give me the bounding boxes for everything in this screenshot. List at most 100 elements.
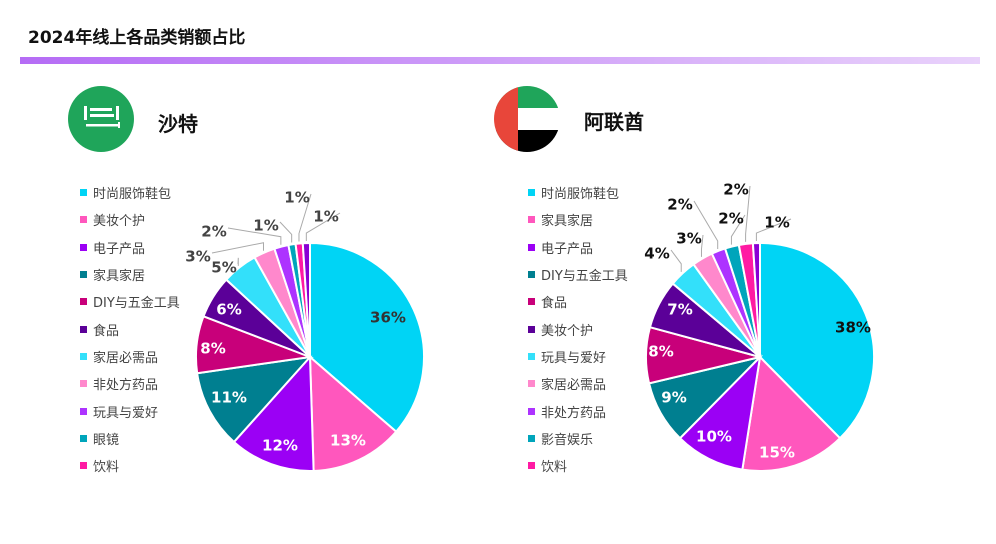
leader-line: [670, 249, 682, 272]
data-label: 13%: [330, 432, 366, 450]
leader-line: [298, 193, 312, 242]
legend-label: 家具家居: [93, 269, 146, 285]
pie-slice: [759, 241, 875, 440]
legend-item: 美妆个护: [528, 315, 628, 342]
legend-saudi: 时尚服饰鞋包美妆个护电子产品家具家居 DIY与五金工具 食品家居必需品非处方药品玩具…: [80, 179, 180, 479]
legend-label: 美妆个护: [541, 323, 594, 339]
pie-slice: [232, 354, 315, 472]
data-label: 1%: [764, 214, 789, 232]
legend-swatch: [80, 325, 87, 333]
data-label: 15%: [759, 444, 795, 462]
legend-swatch: [80, 216, 87, 224]
pie-slice: [309, 241, 425, 434]
legend-item: 美妆个护: [80, 206, 180, 233]
legend-item: 饮料: [80, 452, 180, 479]
legend-label: 时尚服饰鞋包: [541, 187, 620, 203]
legend-swatch: [80, 243, 87, 251]
legend-label: 非处方药品: [541, 405, 607, 421]
legend-uae: 时尚服饰鞋包 家具家居电子产品 DIY与五金工具 食品美妆个护玩具与爱好家居必需品非处…: [528, 179, 628, 479]
legend-label: 家具家居: [541, 214, 594, 230]
legend-swatch: [528, 243, 535, 251]
legend-swatch: [80, 298, 87, 306]
legend-swatch: [80, 189, 87, 197]
legend-item: 时尚服饰鞋包: [528, 179, 628, 206]
legend-label: 家居必需品: [541, 378, 607, 394]
pie-slice: [741, 354, 842, 472]
pie-slice: [308, 354, 398, 472]
data-label: 5%: [211, 259, 236, 277]
legend-swatch: [528, 298, 535, 306]
legend-swatch: [528, 325, 535, 333]
legend-label: DIY与五金工具: [93, 296, 180, 312]
data-label: 1%: [313, 208, 338, 226]
legend-label: 食品: [93, 323, 120, 339]
legend-swatch: [80, 462, 87, 470]
pie-slice: [751, 241, 761, 358]
legend-label: 食品: [541, 296, 568, 312]
legend-label: 饮料: [541, 460, 568, 476]
legend-swatch: [80, 380, 87, 388]
data-label: 6%: [216, 301, 241, 319]
legend-label: DIY与五金工具: [541, 269, 628, 285]
data-label: 2%: [667, 196, 692, 214]
uae-flag-icon: [494, 86, 560, 152]
legend-item: 玩具与爱好: [80, 397, 180, 424]
legend-swatch: [80, 434, 87, 442]
leader-line: [730, 214, 746, 245]
legend-item: 非处方药品: [80, 370, 180, 397]
legend-item: 家具家居: [528, 206, 628, 233]
legend-item: 眼镜: [80, 425, 180, 452]
legend-label: 家居必需品: [93, 350, 159, 366]
legend-swatch: [528, 380, 535, 388]
legend-swatch: [528, 434, 535, 442]
legend-swatch: [528, 462, 535, 470]
data-label: 1%: [284, 189, 309, 207]
legend-label: 影音娱乐: [541, 432, 594, 448]
legend-label: 非处方药品: [93, 378, 159, 394]
leader-line: [279, 221, 293, 243]
data-label: 7%: [667, 301, 692, 319]
data-label: 10%: [696, 428, 732, 446]
data-label: 2%: [723, 181, 748, 199]
legend-label: 饮料: [93, 460, 120, 476]
saudi-flag-icon: [68, 86, 134, 152]
legend-swatch: [528, 352, 535, 360]
data-label: 8%: [648, 343, 673, 361]
legend-item: 家居必需品: [528, 370, 628, 397]
data-label: 36%: [370, 309, 406, 327]
leader-line: [745, 185, 751, 242]
data-label: 38%: [835, 319, 871, 337]
leader-line: [305, 212, 341, 242]
data-label: 12%: [262, 437, 298, 455]
data-label: 9%: [661, 389, 686, 407]
legend-item: 玩具与爱好: [528, 343, 628, 370]
leader-line: [211, 242, 264, 254]
legend-label: 电子产品: [93, 241, 146, 257]
leader-line: [755, 218, 792, 242]
legend-label: 电子产品: [541, 241, 594, 257]
legend-swatch: [80, 271, 87, 279]
legend-item: 影音娱乐: [528, 425, 628, 452]
legend-item: 家具家居: [80, 261, 180, 288]
legend-item: DIY与五金工具: [80, 288, 180, 315]
legend-label: 时尚服饰鞋包: [93, 187, 172, 203]
leader-line: [700, 234, 704, 257]
data-label: 1%: [253, 217, 278, 235]
legend-swatch: [528, 189, 535, 197]
pie-slice: [301, 241, 311, 358]
legend-item: 家居必需品: [80, 343, 180, 370]
legend-item: 饮料: [528, 452, 628, 479]
legend-item: 食品: [528, 288, 628, 315]
legend-label: 玩具与爱好: [93, 405, 159, 421]
legend-label: 玩具与爱好: [541, 350, 607, 366]
data-label: 2%: [201, 223, 226, 241]
legend-item: 电子产品: [80, 234, 180, 261]
page-title: 2024年线上各品类销额占比: [28, 28, 246, 48]
legend-swatch: [528, 407, 535, 415]
leader-line: [693, 200, 719, 249]
data-label: 3%: [676, 230, 701, 248]
legend-label: 眼镜: [93, 432, 120, 448]
legend-item: 时尚服饰鞋包: [80, 179, 180, 206]
